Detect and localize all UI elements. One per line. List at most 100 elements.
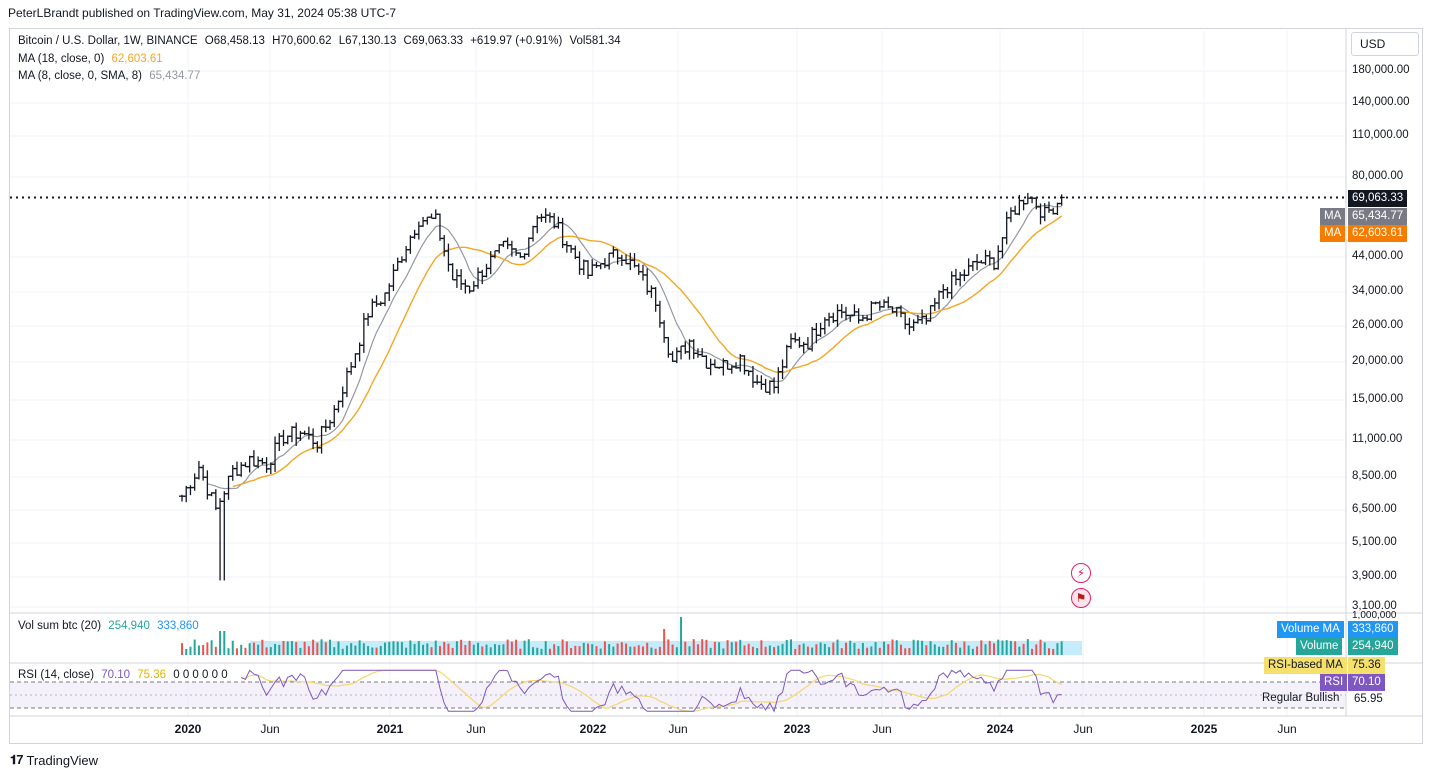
volume-bar [916,640,919,655]
price-tick: 20,000.00 [1352,355,1404,367]
ohlc-bar [766,380,773,395]
volume-legend[interactable]: Vol sum btc (20) 254,940 333,860 [18,620,203,632]
price-tick: 11,000.00 [1352,433,1403,445]
time-tick: Jun [466,722,486,736]
volume-bar [646,642,649,655]
time-tick: Jun [668,722,688,736]
ohlc-bar [1054,202,1061,216]
volume-bar [324,642,327,655]
ohlc-bar [593,261,600,268]
currency-selector[interactable]: USD [1351,32,1419,56]
volume-ma-badge: 333,860 [1348,621,1398,638]
volume-bar [286,641,289,655]
ohlc-bar [851,304,858,317]
ohlc-bar [690,339,697,360]
volume-bar [993,643,995,655]
rsi-legend-zeros: 0 0 0 0 0 0 [173,669,228,681]
price-tick: 6,500.00 [1352,503,1397,515]
ohlc-bar [339,386,346,408]
volume-bar [489,647,492,655]
ohlc-bar [449,263,456,281]
volume-bar [591,644,594,655]
ma8-line [207,204,1062,490]
volume-bar [641,646,644,655]
ohlc-bar [428,213,435,219]
ohlc-bar [923,314,930,325]
volume-bar [616,643,619,655]
volume-bar [866,647,869,655]
volume-bar [282,640,285,655]
ohlc-bar [217,498,224,581]
us-flag-icon[interactable]: ⚑ [1071,588,1091,608]
volume-bar [290,641,293,655]
volume-bar [582,642,585,655]
volume-bar [823,643,826,655]
volume-bar [861,642,864,655]
volume-bar [891,639,894,655]
volume-bar [730,642,733,655]
volume-bar [836,639,839,655]
volume-bar [984,644,987,655]
volume-bar [815,644,818,655]
volume-bar [527,639,530,655]
volume-bar [532,647,535,655]
ohlc-bar [445,243,452,272]
ohlc-bar [661,320,668,343]
ohlc-bar [652,287,659,312]
volume-bar [540,648,543,655]
ohlc-bar [322,419,329,433]
volume-bar [561,639,564,655]
ohlc-bar [711,359,718,369]
volume-bar [853,642,856,655]
volume-bar [367,646,370,655]
volume-value: Vol581.34 [569,35,621,47]
ohlc-bar [200,464,207,481]
ohlc-bar [585,260,591,279]
footer-branding[interactable]: 𝟏7 TradingView [10,752,98,768]
ohlc-bar [530,225,537,242]
volume-bar [413,643,416,655]
volume-bar [548,648,551,655]
volume-bar [223,631,226,655]
ohlc-bar [589,259,596,277]
ma18-legend[interactable]: MA (18, close, 0) 62,603.61 [18,53,167,65]
ma8-legend[interactable]: MA (8, close, 0, SMA, 8) 65,434.77 [18,70,204,82]
volume-bar [464,644,467,655]
volume-ma-area [250,641,1082,655]
lightning-icon[interactable]: ⚡ [1071,563,1091,583]
rsi-legend[interactable]: RSI (14, close) 70.10 75.36 0 0 0 0 0 0 [18,669,232,681]
volume-bar [460,639,463,655]
volume-bar [718,642,721,655]
volume-bar [210,640,213,655]
ohlc-bar [952,268,959,286]
low-value: L67,130.13 [338,35,397,47]
ohlc-bar [250,450,257,467]
volume-bar [278,644,281,655]
volume-bar [1043,642,1046,655]
volume-bar [502,644,505,655]
ohlc-bar [737,353,744,372]
volume-bar [1060,641,1063,655]
ohlc-bar [394,257,401,271]
ohlc-bar [902,312,909,330]
volume-bar [219,631,222,655]
volume-bar [844,642,847,655]
volume-bar [312,639,315,655]
volume-bar [206,642,209,655]
price-tick: 3,100.00 [1352,600,1397,612]
price-tick: 34,000.00 [1352,285,1404,297]
volume-bar [515,639,518,655]
volume-bar [434,640,437,655]
volume-bar [409,640,412,655]
ohlc-bar [436,213,443,241]
volume-bar [650,647,653,655]
volume-bar [231,640,234,655]
symbol-legend: Bitcoin / U.S. Dollar, 1W, BINANCE O68,4… [18,35,625,47]
volume-bar [1005,640,1008,655]
volume-bar [794,648,797,655]
volume-legend-value: 254,940 [108,620,150,632]
ohlc-bar [373,295,380,307]
volume-bar [950,640,953,655]
price-tick: 44,000.00 [1352,250,1404,262]
